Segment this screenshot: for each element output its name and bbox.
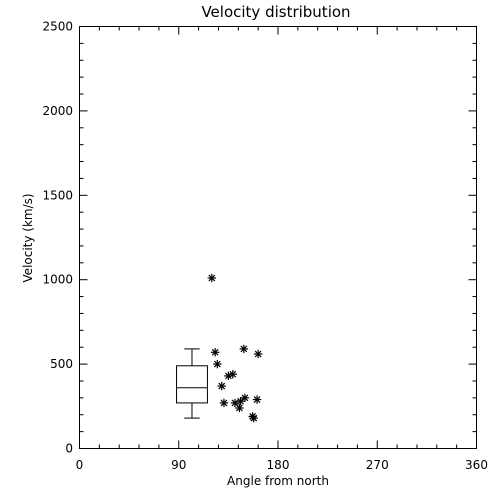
x-tick-label: 180	[267, 458, 290, 472]
y-axis-label: Velocity (km/s)	[21, 193, 35, 282]
data-point	[213, 359, 222, 369]
data-point	[253, 349, 263, 359]
x-tick-label: 270	[366, 458, 389, 472]
data-point	[210, 348, 220, 357]
y-tick-label: 1000	[42, 273, 73, 287]
y-tick-label: 0	[65, 442, 73, 456]
y-tick-label: 2000	[42, 104, 73, 118]
plot-frame	[79, 26, 477, 449]
x-tick-label: 90	[171, 458, 186, 472]
boxplot-box	[176, 365, 208, 404]
y-tick-label: 500	[50, 357, 73, 371]
data-point	[219, 398, 229, 408]
x-tick-label: 360	[465, 458, 488, 472]
ticks-layer	[79, 26, 477, 449]
data-point	[239, 344, 249, 354]
data-point	[228, 370, 237, 379]
data-point	[235, 403, 244, 413]
data-point	[207, 273, 217, 283]
y-tick-labels: 0 500 1000 1500 2000 2500	[42, 20, 73, 456]
data-point	[240, 393, 250, 403]
data-point	[236, 397, 245, 406]
data-point	[252, 395, 262, 404]
data-point	[217, 381, 226, 391]
x-tick-labels: 0 90 180 270 360	[76, 458, 488, 472]
y-tick-label: 2500	[42, 20, 73, 34]
x-tick-label: 0	[76, 458, 84, 472]
x-axis-label: Angle from north	[227, 474, 329, 488]
chart-title: Velocity distribution	[201, 3, 350, 21]
scatter-points	[207, 273, 263, 423]
y-tick-label: 1500	[42, 188, 73, 202]
data-point	[249, 413, 258, 423]
boxplot	[176, 348, 208, 419]
